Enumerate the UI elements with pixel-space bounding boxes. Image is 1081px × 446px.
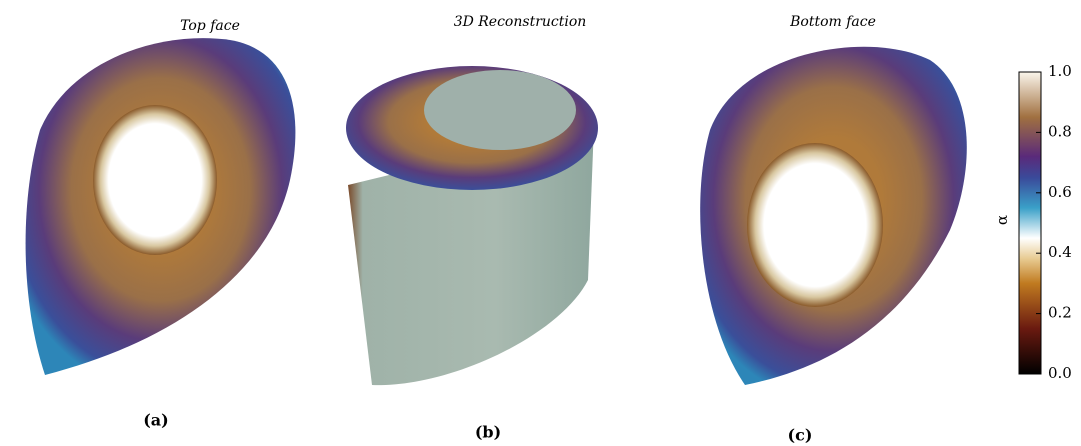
panel-label: (a) <box>143 411 169 430</box>
tick-label: 0.6 <box>1048 183 1072 201</box>
panel-label: (b) <box>475 423 501 442</box>
panel-c-image <box>700 47 967 385</box>
panel-title: Bottom face <box>789 14 876 30</box>
panel-label: (c) <box>788 426 813 445</box>
panel-title: 3D Reconstruction <box>454 14 587 30</box>
tick-label: 1.0 <box>1048 62 1072 80</box>
colorbar <box>1019 72 1041 374</box>
tick-label: 0.8 <box>1048 122 1072 140</box>
panel-a-image <box>26 38 296 375</box>
panel-b-image <box>346 66 598 385</box>
colorbar-label: α <box>993 215 1011 225</box>
tick-label: 0.2 <box>1048 304 1072 322</box>
tick-label: 0.0 <box>1048 364 1072 382</box>
figure: Top face 3D Reconstruction Bottom face (… <box>0 0 1081 446</box>
panel-title: Top face <box>180 18 240 34</box>
tick-label: 0.4 <box>1048 243 1072 261</box>
